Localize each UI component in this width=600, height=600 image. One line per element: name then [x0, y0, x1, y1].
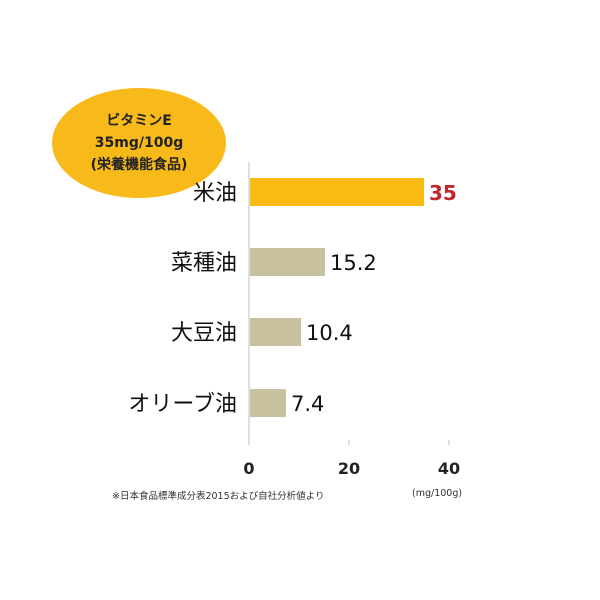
badge-line-1: ビタミンE [106, 113, 172, 129]
category-label: オリーブ油 [128, 392, 237, 417]
category-label: 米油 [193, 181, 237, 206]
category-label: 大豆油 [171, 321, 237, 346]
bar-1 [250, 248, 325, 276]
value-label: 10.4 [306, 321, 353, 345]
footnote: ※日本食品標準成分表2015および自社分析値より [112, 491, 325, 502]
badge-line-2: 35mg/100g [94, 135, 184, 151]
category-label: 菜種油 [171, 251, 237, 276]
x-tick-label: 0 [243, 459, 254, 478]
value-label: 15.2 [330, 251, 377, 275]
vitamin-e-badge: ビタミンE 35mg/100g (栄養機能食品) [52, 88, 226, 198]
unit-label: (mg/100g) [412, 488, 463, 499]
bar-0 [250, 178, 424, 206]
bar-2 [250, 318, 301, 346]
bar-3 [250, 389, 286, 417]
x-tick-label: 40 [438, 459, 460, 478]
value-label: 7.4 [291, 392, 324, 416]
badge-line-3: (栄養機能食品) [90, 157, 188, 173]
value-label: 35 [429, 181, 457, 205]
x-tick-label: 20 [338, 459, 360, 478]
